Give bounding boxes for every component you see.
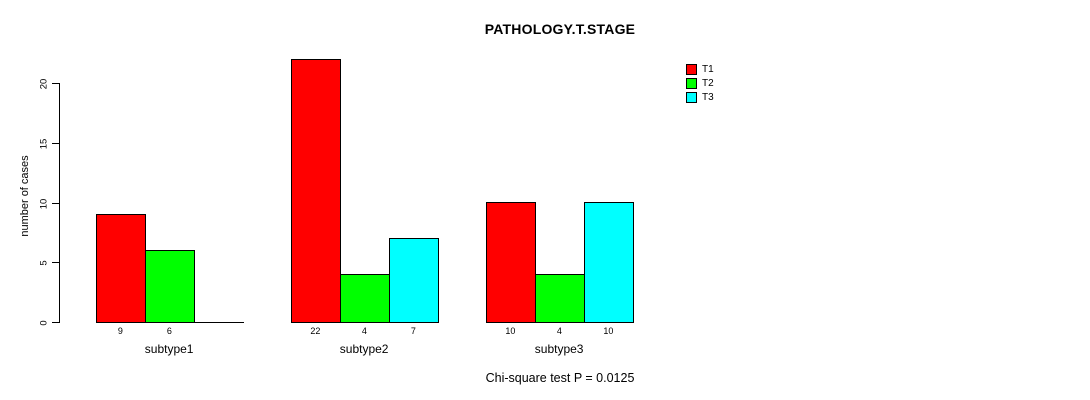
bar-value-label: 7	[410, 326, 416, 336]
bar-t1-subtype1	[96, 214, 146, 323]
y-tick-label: 0	[38, 319, 50, 326]
x-category-label-subtype2: subtype2	[339, 342, 389, 356]
bar-t2-subtype3	[535, 274, 585, 323]
y-tick-mark	[52, 322, 59, 323]
y-tick-mark	[52, 83, 59, 84]
legend-swatch-t3	[686, 92, 697, 103]
legend-label-t3: T3	[702, 92, 714, 103]
bar-value-label: 4	[361, 326, 367, 336]
bar-value-label: 10	[603, 326, 614, 336]
bar-value-label: 6	[166, 326, 172, 336]
bar-t3-subtype2	[389, 238, 439, 323]
legend-swatch-t2	[686, 78, 697, 89]
bar-t2-subtype2	[340, 274, 390, 323]
x-category-label-subtype3: subtype3	[534, 342, 584, 356]
chi-square-annotation: Chi-square test P = 0.0125	[485, 371, 635, 385]
bar-t3-subtype3	[584, 202, 634, 323]
y-tick-mark	[52, 262, 59, 263]
bar-t1-subtype3	[486, 202, 536, 323]
legend-label-t2: T2	[702, 78, 714, 89]
x-category-label-subtype1: subtype1	[144, 342, 194, 356]
legend-row-t3: T3	[686, 92, 714, 103]
legend-label-t1: T1	[702, 64, 714, 75]
y-tick-label: 20	[38, 78, 50, 89]
legend: T1 T2 T3	[686, 64, 714, 103]
bar-t3-subtype1	[194, 322, 244, 323]
y-tick-mark	[52, 203, 59, 204]
y-tick-label: 10	[38, 198, 50, 209]
y-axis-label: number of cases	[19, 155, 31, 237]
bar-value-label: 10	[505, 326, 516, 336]
bar-t1-subtype2	[291, 59, 341, 323]
y-tick-label: 15	[38, 138, 50, 149]
legend-row-t2: T2	[686, 78, 714, 89]
bar-value-label: 9	[117, 326, 123, 336]
y-axis-line	[59, 83, 60, 323]
chart-title: PATHOLOGY.T.STAGE	[484, 21, 636, 37]
bar-value-label: 4	[556, 326, 562, 336]
legend-swatch-t1	[686, 64, 697, 75]
y-tick-label: 5	[38, 259, 50, 266]
bar-t2-subtype1	[145, 250, 195, 323]
bar-value-label: 22	[310, 326, 321, 336]
legend-row-t1: T1	[686, 64, 714, 75]
y-tick-mark	[52, 143, 59, 144]
